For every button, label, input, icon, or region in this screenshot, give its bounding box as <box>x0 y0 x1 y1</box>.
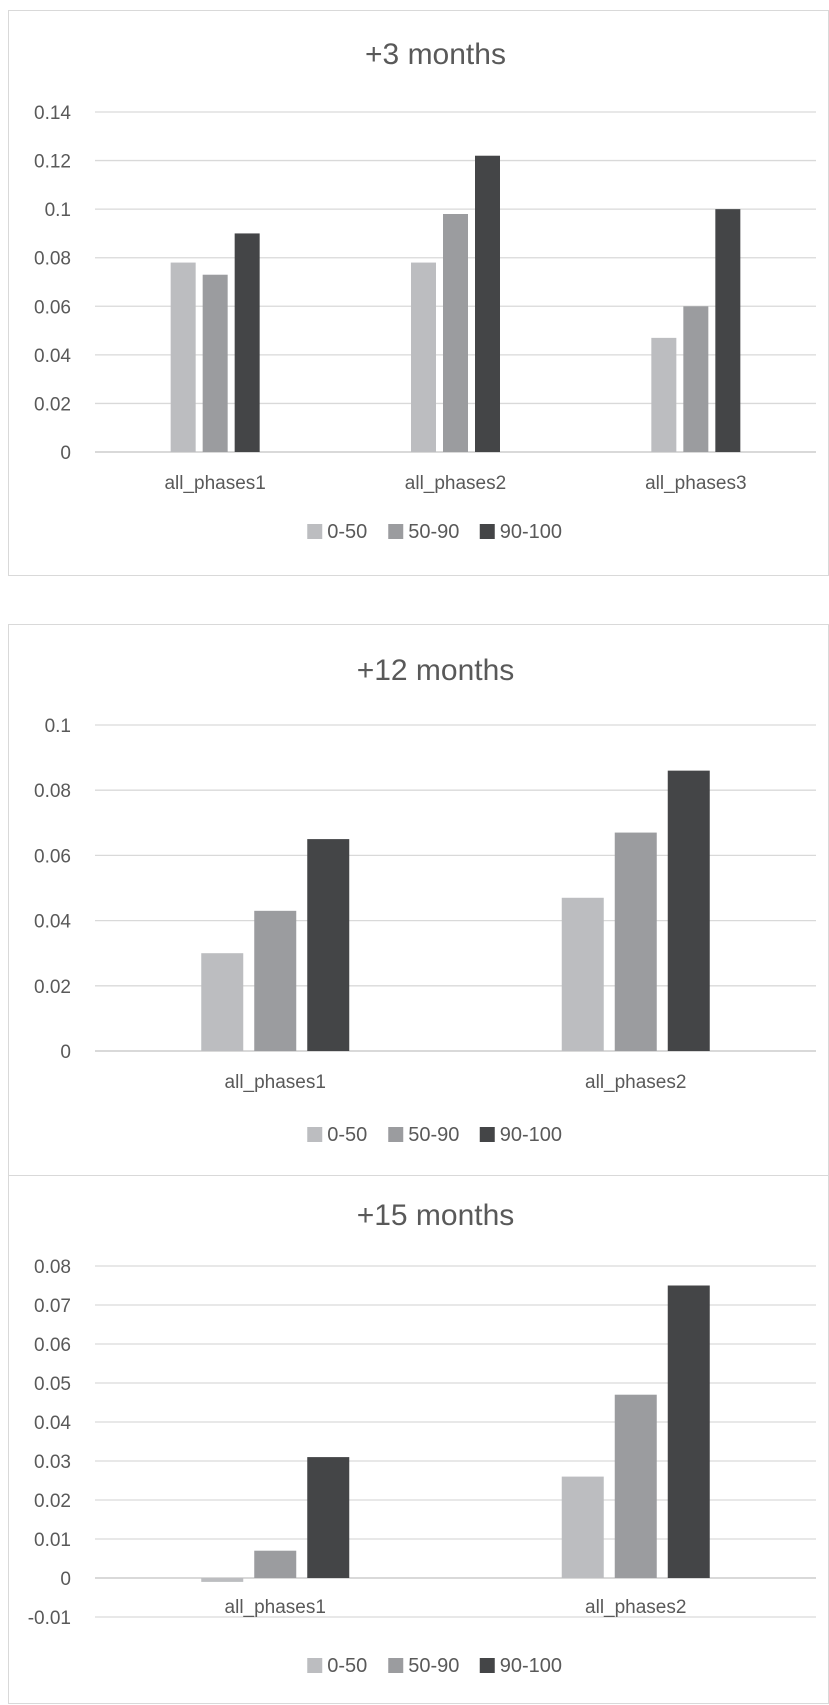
y-tick-label: 0.06 <box>34 297 71 318</box>
y-tick-label: 0.07 <box>34 1296 71 1317</box>
y-tick-label: 0.04 <box>34 1413 71 1434</box>
legend-swatch-0-50 <box>307 524 323 539</box>
x-category-label: all_phases2 <box>585 1072 686 1093</box>
bar-0-50-all_phases2 <box>561 897 604 1051</box>
x-category-label: all_phases1 <box>225 1597 326 1618</box>
y-tick-label: 0.02 <box>34 1491 71 1512</box>
y-tick-label: 0.03 <box>34 1452 71 1473</box>
bar-90-100-all_phases1 <box>234 233 260 452</box>
y-tick-label: 0.02 <box>34 977 71 998</box>
bar-0-50-all_phases1 <box>201 953 244 1051</box>
y-tick-label: 0 <box>60 1569 71 1590</box>
chart-title: +15 months <box>357 1199 515 1232</box>
bar-90-100-all_phases1 <box>307 839 350 1051</box>
legend-swatch-90-100 <box>479 524 495 539</box>
x-category-label: all_phases3 <box>645 473 746 494</box>
legend-swatch-0-50 <box>307 1127 323 1142</box>
bar-0-50-all_phases2 <box>561 1476 604 1578</box>
legend-label-50-90: 50-90 <box>408 1655 459 1677</box>
bar-50-90-all_phases2 <box>614 1394 657 1578</box>
legend-label-50-90: 50-90 <box>408 521 459 543</box>
x-category-label: all_phases1 <box>225 1072 326 1093</box>
chart-title: +12 months <box>357 654 515 687</box>
bar-90-100-all_phases3 <box>715 209 741 452</box>
legend-swatch-0-50 <box>307 1658 323 1673</box>
bar-0-50-all_phases3 <box>651 337 677 452</box>
legend-label-50-90: 50-90 <box>408 1124 459 1146</box>
legend-swatch-50-90 <box>388 524 404 539</box>
bar-90-100-all_phases2 <box>667 1285 710 1578</box>
x-category-label: all_phases1 <box>164 473 265 494</box>
bar-90-100-all_phases2 <box>475 155 500 452</box>
legend-label-90-100: 90-100 <box>500 521 562 543</box>
bar-0-50-all_phases1 <box>170 262 196 452</box>
x-category-label: all_phases2 <box>585 1597 686 1618</box>
chart-title: +3 months <box>365 38 506 71</box>
bar-50-90-all_phases1 <box>202 274 228 452</box>
bar-90-100-all_phases2 <box>667 770 710 1051</box>
y-tick-label: 0.04 <box>34 912 71 933</box>
y-tick-label: 0.14 <box>34 103 71 124</box>
bar-50-90-all_phases1 <box>254 910 297 1051</box>
y-tick-label: 0.05 <box>34 1374 71 1395</box>
legend-label-0-50: 0-50 <box>327 1124 367 1146</box>
legend-label-0-50: 0-50 <box>327 521 367 543</box>
x-category-label: all_phases2 <box>405 473 506 494</box>
y-tick-label: 0.12 <box>34 152 71 173</box>
y-tick-label: -0.01 <box>28 1608 71 1629</box>
y-tick-label: 0.06 <box>34 1335 71 1356</box>
y-tick-label: 0.1 <box>45 716 71 737</box>
legend-swatch-50-90 <box>388 1658 404 1673</box>
y-tick-label: 0.01 <box>34 1530 71 1551</box>
y-tick-label: 0.1 <box>45 200 71 221</box>
chart-3-months: +3 months 0 0.02 0.04 0.06 0.08 0.1 0.12 0.14 all… <box>34 38 816 543</box>
legend-swatch-90-100 <box>479 1127 495 1142</box>
y-tick-label: 0.06 <box>34 846 71 867</box>
bar-50-90-all_phases3 <box>683 306 709 452</box>
legend-label-90-100: 90-100 <box>500 1124 562 1146</box>
y-tick-label: 0.04 <box>34 346 71 367</box>
chart-15-months: +15 months -0.01 0 0.01 0.02 0.03 0.04 0.05 0.06… <box>28 1199 816 1677</box>
y-tick-label: 0.08 <box>34 781 71 802</box>
bar-0-50-all_phases2 <box>411 262 436 452</box>
y-tick-label: 0.08 <box>34 249 71 270</box>
y-tick-label: 0.08 <box>34 1257 71 1278</box>
bar-50-90-all_phases2 <box>443 214 468 452</box>
legend-swatch-90-100 <box>479 1658 495 1673</box>
y-tick-label: 0.02 <box>34 394 71 415</box>
bar-90-100-all_phases1 <box>307 1457 350 1578</box>
chart-panel-12-months: +12 months 0 0.02 0.04 0.06 0.08 0.1 all_phases… <box>8 624 829 1176</box>
legend-swatch-50-90 <box>388 1127 404 1142</box>
chart-panel-3-months: +3 months 0 0.02 0.04 0.06 0.08 0.1 0.12 0.14 all… <box>8 10 829 576</box>
legend-label-90-100: 90-100 <box>500 1655 562 1677</box>
bar-50-90-all_phases1 <box>254 1550 297 1578</box>
bar-50-90-all_phases2 <box>614 832 657 1051</box>
chart-12-months: +12 months 0 0.02 0.04 0.06 0.08 0.1 all_phases… <box>34 654 816 1146</box>
chart-panel-15-months: +15 months -0.01 0 0.01 0.02 0.03 0.04 0.05 0.06… <box>8 1175 829 1704</box>
y-tick-label: 0 <box>60 443 71 464</box>
bar-0-50-all_phases1 <box>201 1578 244 1582</box>
legend-label-0-50: 0-50 <box>327 1655 367 1677</box>
y-tick-label: 0 <box>60 1042 71 1063</box>
